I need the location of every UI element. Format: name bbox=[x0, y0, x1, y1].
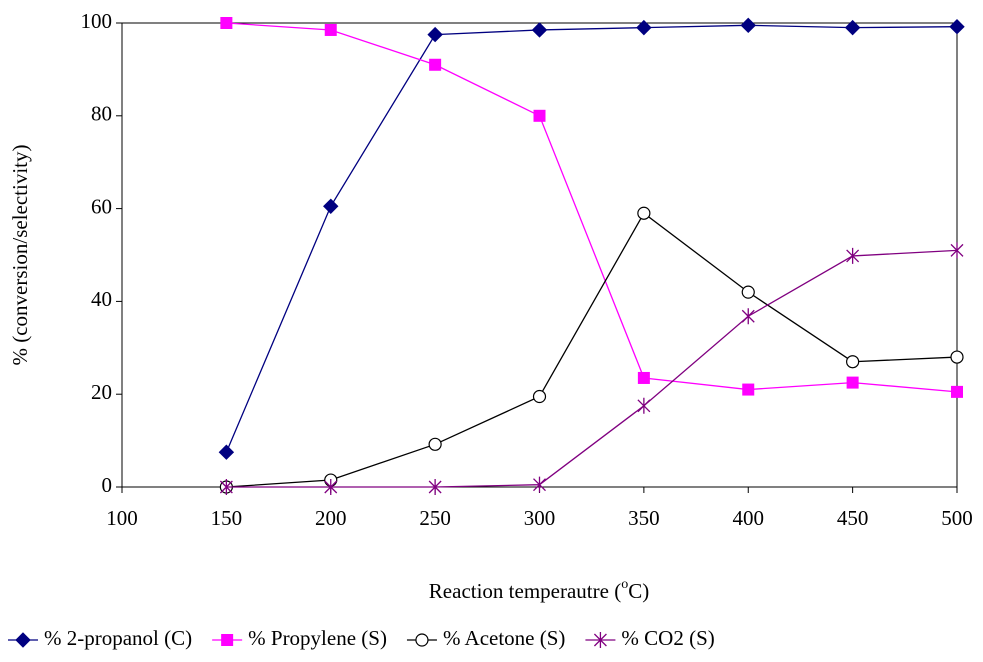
x-tick-label: 450 bbox=[837, 506, 869, 530]
marker bbox=[324, 199, 338, 213]
marker bbox=[638, 398, 650, 414]
marker bbox=[742, 286, 754, 298]
marker bbox=[325, 24, 337, 36]
marker bbox=[742, 308, 754, 324]
marker bbox=[847, 356, 859, 368]
marker bbox=[428, 28, 442, 42]
x-tick-label: 100 bbox=[106, 506, 138, 530]
marker bbox=[534, 391, 546, 403]
x-tick-label: 400 bbox=[733, 506, 765, 530]
x-axis-title-superscript: o bbox=[621, 577, 628, 592]
chart: % (conversion/selectivity) Reaction temp… bbox=[0, 0, 983, 662]
x-tick-label: 150 bbox=[211, 506, 243, 530]
marker bbox=[950, 20, 964, 34]
marker bbox=[219, 445, 233, 459]
marker bbox=[416, 634, 428, 646]
y-tick-label: 20 bbox=[91, 380, 112, 404]
marker bbox=[221, 634, 233, 646]
legend-label: % Acetone (S) bbox=[443, 626, 565, 650]
marker bbox=[220, 17, 232, 29]
marker bbox=[16, 633, 30, 647]
marker bbox=[534, 110, 546, 122]
marker bbox=[741, 18, 755, 32]
y-tick-label: 100 bbox=[81, 9, 113, 33]
y-tick-label: 80 bbox=[91, 102, 112, 126]
marker bbox=[638, 372, 650, 384]
legend-label: % Propylene (S) bbox=[248, 626, 387, 650]
x-axis-title-text: Reaction temperautre ( bbox=[429, 579, 621, 603]
y-tick-label: 0 bbox=[102, 473, 113, 497]
page: {"chart_data": {"type": "line", "xlabel"… bbox=[0, 0, 983, 662]
plot-area bbox=[122, 23, 957, 487]
x-tick-label: 500 bbox=[941, 506, 973, 530]
marker bbox=[742, 384, 754, 396]
marker bbox=[638, 207, 650, 219]
x-tick-label: 200 bbox=[315, 506, 347, 530]
x-tick-label: 300 bbox=[524, 506, 556, 530]
x-tick-label: 250 bbox=[419, 506, 451, 530]
y-tick-label: 60 bbox=[91, 194, 112, 218]
legend-label: % 2-propanol (C) bbox=[44, 626, 192, 650]
marker bbox=[847, 377, 859, 389]
y-axis-title: % (conversion/selectivity) bbox=[8, 144, 32, 365]
legend: % 2-propanol (C) % Propylene (S) % Acetone… bbox=[8, 626, 715, 650]
legend-label: % CO2 (S) bbox=[621, 626, 714, 650]
marker bbox=[533, 23, 547, 37]
marker bbox=[429, 59, 441, 71]
marker bbox=[429, 438, 441, 450]
marker bbox=[951, 351, 963, 363]
series-line bbox=[226, 250, 957, 487]
marker bbox=[951, 386, 963, 398]
x-axis-title-text: C) bbox=[628, 579, 649, 603]
x-tick-label: 350 bbox=[628, 506, 660, 530]
x-axis-title: Reaction temperautre (oC) bbox=[429, 577, 649, 603]
y-tick-label: 40 bbox=[91, 287, 112, 311]
